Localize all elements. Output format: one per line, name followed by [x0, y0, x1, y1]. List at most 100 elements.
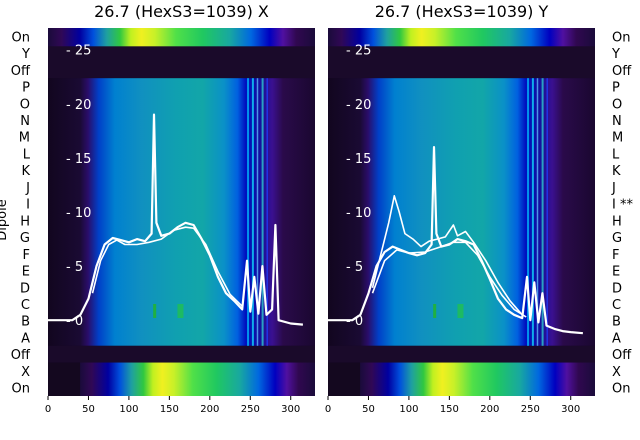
dipole-row-label: B: [21, 315, 30, 330]
heatmap-stripe-1: [527, 78, 530, 346]
dipole-row-label: G: [20, 231, 30, 246]
x-tick-label: 300: [281, 404, 300, 415]
dipole-row-label: P: [612, 81, 620, 96]
panel-1: - 0 - 5 - 10 - 15 - 20 - 25 0 50 100 150 200 250 300…: [0, 2, 315, 415]
dipole-row-label: I: [26, 198, 30, 213]
series-line-2: [371, 195, 523, 316]
heatmap-patch-1: [153, 304, 157, 318]
dipole-row-label: L: [612, 147, 620, 162]
dipole-row-label: N: [20, 114, 30, 129]
dipole-row-label: On: [612, 382, 630, 397]
dipole-row-label: K: [21, 164, 30, 179]
dipole-row-label: J: [25, 181, 30, 196]
y-tick-label: - 5: [346, 260, 363, 275]
dipole-row-label: Y: [21, 47, 30, 62]
y-tick-label: - 10: [66, 206, 91, 221]
heatmap-stripe-5: [266, 78, 268, 346]
chart-title: 26.7 (HexS3=1039) X: [94, 2, 269, 21]
dipole-row-label: On: [12, 382, 30, 397]
x-tick-label: 50: [82, 404, 95, 415]
y-tick-label: - 15: [346, 152, 371, 167]
dipole-row-label: G: [612, 231, 622, 246]
x-tick-label: 0: [325, 404, 331, 415]
heatmap-stripe-3: [256, 78, 259, 346]
dipole-row-label: O: [20, 97, 30, 112]
dipole-row-label: D: [20, 281, 30, 296]
heatmap-stripe-4: [261, 78, 264, 346]
y-tick-label: - 20: [66, 98, 91, 113]
series-line-1: [48, 113, 303, 326]
heatmap-band-bottom-edge: [48, 362, 81, 396]
dipole-row-label: C: [612, 298, 621, 313]
y-tick-label: - 25: [66, 44, 91, 59]
dipole-row-label: Off: [11, 64, 31, 79]
chart-title: 26.7 (HexS3=1039) Y: [375, 2, 549, 21]
series-line-3: [371, 241, 527, 318]
heatmap-band-off-bottom: [48, 345, 315, 363]
y-tick-label: - 0: [346, 314, 363, 329]
dipole-row-label: N: [612, 114, 622, 129]
heatmap-band-off-top: [48, 46, 315, 79]
y-tick-label: - 25: [346, 44, 371, 59]
dipole-row-label: K: [612, 164, 621, 179]
heatmap-stripe-4: [541, 78, 544, 346]
dipole-row-label: D: [612, 281, 622, 296]
heatmap-band-middle: [328, 78, 595, 346]
dipole-row-label: A: [21, 331, 30, 346]
dipole-row-label: O: [612, 97, 622, 112]
heatmap-stripe-2: [531, 78, 534, 346]
heatmap-patch-1: [433, 304, 437, 318]
dipole-row-label: Off: [612, 64, 632, 79]
dipole-row-label: On: [12, 30, 30, 45]
x-tick-label: 50: [362, 404, 375, 415]
x-tick-label: 300: [561, 404, 580, 415]
dipole-row-label: A: [612, 331, 621, 346]
heatmap-band-bottom: [360, 362, 595, 396]
y-tick-label: - 10: [346, 206, 371, 221]
x-tick-label: 250: [241, 404, 260, 415]
heatmap-stripe-2: [251, 78, 254, 346]
dipole-row-label: F: [23, 248, 30, 263]
x-tick-label: 100: [399, 404, 418, 415]
dipole-row-label: Y: [611, 47, 620, 62]
y-tick-label: - 20: [346, 98, 371, 113]
dipole-row-label: P: [22, 81, 30, 96]
dipole-row-label: H: [612, 214, 622, 229]
x-tick-label: 200: [480, 404, 499, 415]
heatmap-patch-2: [177, 304, 184, 318]
dipole-row-label: M: [612, 131, 623, 146]
heatmap-band-off-top: [328, 46, 595, 79]
dipole-row-label: Off: [11, 348, 31, 363]
heatmap-band-bottom: [80, 362, 315, 396]
panel-2: - 0 - 5 - 10 - 15 - 20 - 25 0 50 100 150 200 250 300…: [325, 2, 634, 415]
heatmap-band-off-bottom: [328, 345, 595, 363]
heatmap-stripe-1: [247, 78, 250, 346]
series-line-1: [328, 146, 583, 335]
dipole-row-label: Off: [612, 348, 632, 363]
x-tick-label: 250: [521, 404, 540, 415]
heatmap-band-top: [328, 28, 595, 47]
y-axis-label: Dipole: [0, 199, 10, 240]
y-tick-label: - 15: [66, 152, 91, 167]
dipole-row-label: X: [21, 365, 30, 380]
dipole-row-label: J: [611, 181, 616, 196]
dipole-row-label: I **: [612, 198, 633, 213]
heatmap-band-bottom-edge: [328, 362, 361, 396]
x-tick-label: 150: [160, 404, 179, 415]
dipole-row-label: B: [612, 315, 621, 330]
x-tick-label: 200: [200, 404, 219, 415]
dipole-row-label: E: [22, 265, 30, 280]
dipole-row-label: C: [21, 298, 30, 313]
heatmap-stripe-5: [546, 78, 548, 346]
dipole-row-label: On: [612, 30, 630, 45]
dipole-row-label: X: [612, 365, 621, 380]
heatmap-band-top: [48, 28, 315, 47]
dipole-row-label: H: [20, 214, 30, 229]
y-tick-label: - 0: [66, 314, 83, 329]
heatmap-patch-2: [457, 304, 464, 318]
x-tick-label: 100: [119, 404, 138, 415]
x-tick-label: 150: [440, 404, 459, 415]
heatmap-band-middle: [48, 78, 315, 346]
dipole-row-label: E: [612, 265, 620, 280]
